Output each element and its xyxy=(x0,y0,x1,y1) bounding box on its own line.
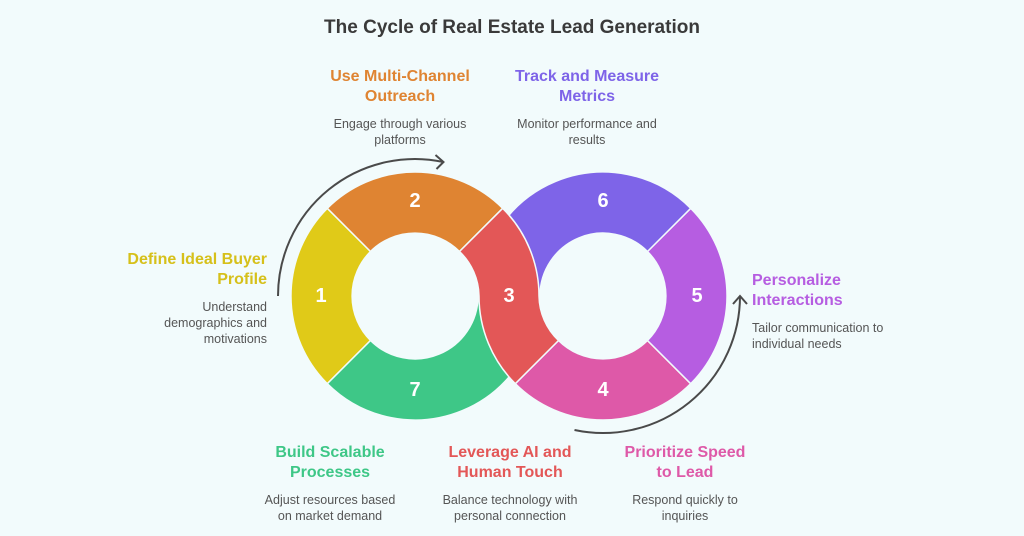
segment-3 xyxy=(458,207,560,385)
step-6-label: Track and Measure Metrics Monitor perform… xyxy=(487,67,687,148)
desc-line: Adjust resources based xyxy=(264,493,396,507)
step-7-label: Build Scalable Processes Adjust resources… xyxy=(230,443,430,524)
title-line: Personalize xyxy=(752,272,841,289)
step-number-7: 7 xyxy=(409,379,420,401)
title-line: Build Scalable xyxy=(275,444,385,461)
step-number-4: 4 xyxy=(597,379,609,401)
title-line: to Lead xyxy=(656,464,714,481)
segment-2 xyxy=(326,171,504,253)
arrowhead-icon xyxy=(732,294,748,305)
title-line: Define Ideal Buyer xyxy=(127,251,267,268)
step-3-desc: Balance technology with personal connecti… xyxy=(410,492,610,524)
title-line: Interactions xyxy=(752,292,843,309)
step-5-title: Personalize Interactions xyxy=(752,271,952,311)
step-number-1: 1 xyxy=(315,285,326,307)
desc-line: Balance technology with xyxy=(442,493,578,507)
step-2-desc: Engage through various platforms xyxy=(300,116,500,148)
desc-line: personal connection xyxy=(454,509,566,523)
step-3-label: Leverage AI and Human Touch Balance techn… xyxy=(410,443,610,524)
segment-5 xyxy=(646,207,728,385)
desc-line: demographics and xyxy=(164,316,267,330)
cycle-arrow-right xyxy=(574,295,741,434)
desc-line: inquiries xyxy=(661,509,709,523)
step-7-title: Build Scalable Processes xyxy=(230,443,430,483)
desc-line: platforms xyxy=(374,133,426,147)
desc-line: Respond quickly to xyxy=(632,493,738,507)
desc-line: motivations xyxy=(203,332,267,346)
desc-line: Understand xyxy=(202,300,267,314)
segment-1 xyxy=(290,207,372,385)
step-2-title: Use Multi-Channel Outreach xyxy=(300,67,500,107)
step-number-3: 3 xyxy=(503,285,514,307)
title-line: Use Multi-Channel xyxy=(330,68,470,85)
step-4-label: Prioritize Speed to Lead Respond quickly … xyxy=(585,443,785,524)
desc-line: Tailor communication to xyxy=(752,321,884,335)
step-number-2: 2 xyxy=(409,190,420,212)
step-5-label: Personalize Interactions Tailor communica… xyxy=(752,271,952,352)
step-4-title: Prioritize Speed to Lead xyxy=(585,443,785,483)
desc-line: individual needs xyxy=(752,337,842,351)
step-1-title: Define Ideal Buyer Profile xyxy=(67,250,267,290)
step-5-desc: Tailor communication to individual needs xyxy=(752,320,952,352)
step-3-title: Leverage AI and Human Touch xyxy=(410,443,610,483)
title-line: Processes xyxy=(289,464,371,481)
desc-line: Engage through various xyxy=(333,117,467,131)
step-6-desc: Monitor performance and results xyxy=(487,116,687,148)
title-line: Metrics xyxy=(558,88,616,105)
segment-4 xyxy=(514,339,692,421)
title-line: Profile xyxy=(217,271,267,288)
step-number-6: 6 xyxy=(597,190,608,212)
step-6-title: Track and Measure Metrics xyxy=(487,67,687,107)
step-1-label: Define Ideal Buyer Profile Understand demo… xyxy=(67,250,267,347)
diagram-title: The Cycle of Real Estate Lead Generation xyxy=(324,17,700,38)
cycle-arrow-left xyxy=(277,158,444,297)
step-number-5: 5 xyxy=(691,285,702,307)
title-line: Leverage AI and xyxy=(448,444,572,461)
desc-line: on market demand xyxy=(277,509,383,523)
desc-line: results xyxy=(568,133,606,147)
title-line: Outreach xyxy=(364,88,436,105)
title-line: Track and Measure xyxy=(514,68,660,85)
step-2-label: Use Multi-Channel Outreach Engage through… xyxy=(300,67,500,148)
step-7-desc: Adjust resources based on market demand xyxy=(230,492,430,524)
title-line: Prioritize Speed xyxy=(624,444,746,461)
step-1-desc: Understand demographics and motivations xyxy=(67,299,267,347)
title-line: Human Touch xyxy=(457,464,563,481)
desc-line: Monitor performance and xyxy=(517,117,657,131)
step-4-desc: Respond quickly to inquiries xyxy=(585,492,785,524)
arrowhead-icon xyxy=(434,154,445,170)
